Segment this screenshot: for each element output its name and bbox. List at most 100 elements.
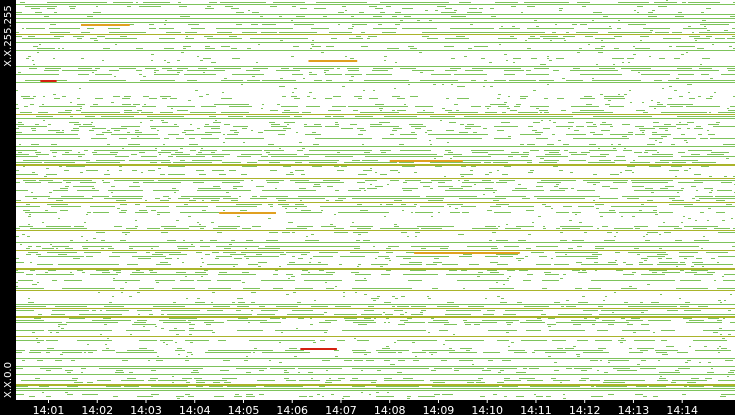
- heatmap-cell: [392, 206, 404, 207]
- heatmap-cell: [189, 288, 195, 289]
- heatmap-cell: [149, 324, 156, 325]
- heatmap-cell: [261, 156, 268, 157]
- heatmap-cell: [278, 134, 285, 135]
- heatmap-cell: [498, 80, 506, 81]
- heatmap-cell: [708, 362, 711, 363]
- heatmap-cell: [483, 86, 485, 87]
- heatmap-cell: [525, 40, 527, 41]
- heatmap-cell: [186, 382, 190, 383]
- heatmap-cell: [707, 272, 715, 273]
- heatmap-cell: [451, 38, 458, 39]
- heatmap-cell: [586, 122, 593, 123]
- heatmap-cell: [602, 340, 612, 341]
- heatmap-cell: [423, 352, 426, 353]
- heatmap-cell: [96, 134, 104, 135]
- heatmap-cell: [37, 342, 40, 343]
- heatmap-cell: [563, 180, 566, 181]
- heatmap-cell: [271, 124, 274, 125]
- heatmap-cell: [645, 348, 647, 349]
- heatmap-cell: [626, 246, 630, 247]
- heatmap-cell: [256, 62, 258, 63]
- heatmap-cell: [598, 348, 606, 349]
- heatmap-cell: [350, 196, 360, 197]
- heatmap-cell: [171, 108, 173, 109]
- heatmap-cell: [71, 310, 89, 311]
- heatmap-cell: [487, 108, 489, 109]
- heatmap-cell: [540, 36, 549, 37]
- heatmap-cell: [261, 310, 278, 311]
- heatmap-cell: [394, 88, 396, 89]
- heatmap-cell: [287, 124, 289, 125]
- heatmap-cell: [222, 162, 228, 163]
- heatmap-cell: [376, 350, 378, 351]
- heatmap-cell: [733, 2, 735, 3]
- heatmap-cell: [447, 110, 452, 111]
- heatmap-cell: [291, 106, 298, 107]
- heatmap-cell: [304, 154, 320, 155]
- heatmap-cell: [277, 150, 284, 151]
- heatmap-cell: [687, 360, 691, 361]
- heatmap-cell: [183, 240, 185, 241]
- heatmap-cell: [326, 80, 332, 81]
- heatmap-cell: [78, 318, 85, 319]
- heatmap-cell: [129, 248, 133, 249]
- heatmap-cell: [716, 332, 718, 333]
- heatmap-cell: [63, 134, 78, 135]
- heatmap-cell: [342, 86, 345, 87]
- heatmap-cell: [414, 262, 422, 263]
- heatmap-cell: [427, 182, 432, 183]
- heatmap-cell: [101, 264, 119, 265]
- heatmap-cell: [368, 368, 373, 369]
- heatmap-cell: [216, 206, 229, 207]
- heatmap-cell: [16, 134, 32, 135]
- heatmap-cell: [120, 240, 126, 241]
- heatmap-cell: [724, 176, 727, 177]
- heatmap-cell: [516, 104, 521, 105]
- heatmap-cell: [241, 2, 258, 3]
- heatmap-cell: [637, 348, 645, 349]
- heatmap-cell: [544, 150, 560, 151]
- heatmap-cell: [230, 246, 240, 247]
- heatmap-cell: [525, 322, 540, 323]
- heatmap-cell: [136, 352, 144, 353]
- heatmap-cell: [323, 322, 331, 323]
- heatmap-cell: [253, 352, 255, 353]
- heatmap-cell: [174, 192, 176, 193]
- heatmap-cell: [721, 256, 735, 257]
- heatmap-cell: [531, 380, 539, 381]
- heatmap-cell: [559, 10, 562, 11]
- heatmap-cell: [246, 396, 248, 397]
- heatmap-cell: [73, 186, 80, 187]
- heatmap-cell: [18, 126, 26, 127]
- heatmap-cell: [182, 262, 184, 263]
- heatmap-cell: [111, 128, 114, 129]
- heatmap-cell: [637, 364, 640, 365]
- heatmap-cell: [547, 196, 562, 197]
- heatmap-cell: [90, 38, 97, 39]
- heatmap-cell: [281, 68, 289, 69]
- heatmap-cell: [292, 6, 296, 7]
- heatmap-cell: [84, 222, 86, 223]
- heatmap-cell: [607, 232, 612, 233]
- heatmap-cell: [689, 36, 693, 37]
- heatmap-cell: [384, 378, 388, 379]
- heatmap-cell: [230, 130, 237, 131]
- heatmap-cell: [732, 28, 735, 29]
- heatmap-cell: [603, 382, 606, 383]
- heatmap-cell: [223, 28, 241, 29]
- heatmap-cell: [78, 156, 82, 157]
- heatmap-cell: [431, 340, 437, 341]
- heatmap-cell: [371, 320, 374, 321]
- heatmap-cell: [672, 380, 681, 381]
- heatmap-cell: [675, 264, 681, 265]
- heatmap-cell: [26, 204, 30, 205]
- heatmap-cell: [377, 212, 389, 213]
- heatmap-cell: [403, 182, 407, 183]
- heatmap-cell: [402, 210, 404, 211]
- heatmap-cell: [642, 132, 644, 133]
- heatmap-cell: [725, 156, 735, 157]
- heatmap-cell: [451, 386, 455, 387]
- heatmap-cell: [464, 116, 478, 117]
- heatmap-cell: [618, 94, 620, 95]
- heatmap-highlight-1: [300, 348, 337, 350]
